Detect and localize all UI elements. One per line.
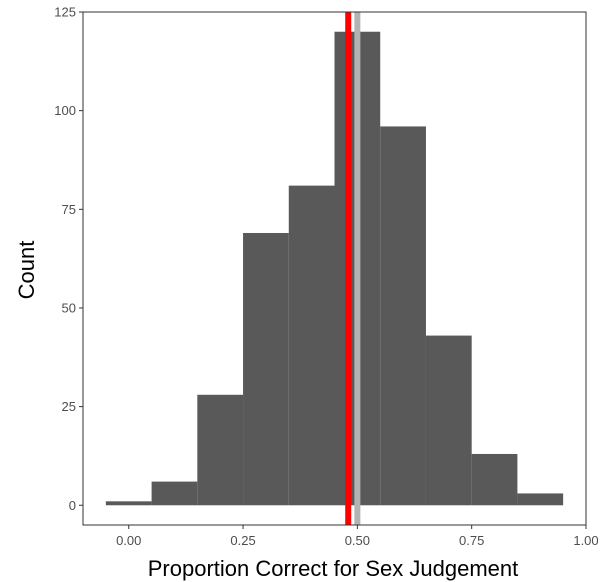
- histogram-bar-2: [197, 394, 244, 506]
- x-axis: 0.00 0.25 0.50 0.75 1.00: [116, 525, 599, 548]
- histogram-bar-1: [151, 481, 198, 506]
- y-tick-label-4: 100: [54, 103, 76, 118]
- y-axis: 0 25 50 75 100 125: [54, 5, 83, 513]
- plot-panel-border: [82, 11, 587, 526]
- x-tick-label-1: 0.25: [230, 533, 255, 548]
- y-tick-label-0: 0: [69, 498, 76, 513]
- histogram-bar-9: [517, 493, 564, 506]
- x-tick-label-0: 0.00: [116, 533, 141, 548]
- x-axis-title: Proportion Correct for Sex Judgement: [148, 556, 519, 581]
- reference-lines: [345, 12, 361, 525]
- histogram-bar-7: [425, 335, 472, 506]
- y-tick-label-5: 125: [54, 5, 76, 20]
- histogram-bar-0: [105, 501, 152, 506]
- x-tick-label-4: 1.00: [573, 533, 598, 548]
- y-tick-label-3: 75: [62, 202, 76, 217]
- histogram-bar-8: [471, 453, 518, 506]
- histogram-bar-6: [380, 126, 426, 506]
- x-tick-label-3: 0.75: [459, 533, 484, 548]
- histogram-bar-4: [288, 185, 335, 506]
- histogram-bar-3: [243, 232, 289, 506]
- histogram-bars: [105, 31, 564, 506]
- y-axis-title: Count: [14, 241, 39, 300]
- y-tick-label-1: 25: [62, 399, 76, 414]
- x-tick-label-2: 0.50: [345, 533, 370, 548]
- y-tick-label-2: 50: [62, 300, 76, 315]
